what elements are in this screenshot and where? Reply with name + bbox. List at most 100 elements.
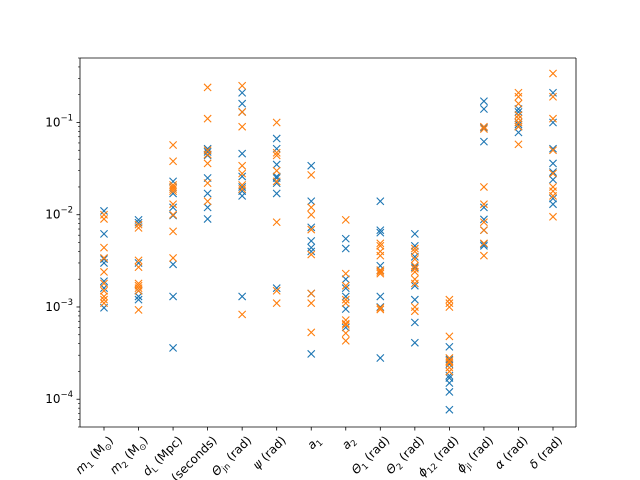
marker-series-1-cat-10-pt-3 — [445, 332, 454, 341]
x-tick-label-0: m1 (M⊙) — [72, 433, 118, 479]
marker-series-1-cat-9-pt-2 — [410, 255, 419, 264]
marker-series-0-cat-2-pt-2 — [169, 203, 178, 212]
marker-series-0-cat-0-pt-2 — [100, 255, 108, 264]
marker-series-1-cat-13-pt-1 — [549, 92, 557, 101]
marker-series-1-cat-4-pt-1 — [238, 107, 247, 116]
marker-series-1-cat-12-pt-0 — [514, 88, 523, 97]
marker-series-1-cat-13-pt-0 — [549, 69, 557, 78]
marker-series-0-cat-2-pt-3 — [169, 211, 178, 220]
marker-series-1-cat-7-pt-6 — [341, 319, 350, 328]
marker-series-0-cat-7-pt-5 — [341, 305, 350, 314]
marker-series-0-cat-5-pt-2 — [272, 160, 281, 169]
marker-series-0-cat-9-pt-7 — [410, 338, 419, 347]
marker-series-0-cat-2-pt-6 — [169, 343, 178, 352]
marker-series-1-cat-6-pt-4 — [307, 250, 316, 259]
marker-series-1-cat-6-pt-5 — [307, 289, 316, 298]
marker-series-0-cat-7-pt-6 — [341, 323, 350, 332]
marker-series-0-cat-11-pt-4 — [479, 203, 488, 212]
marker-series-0-cat-9-pt-1 — [410, 241, 419, 250]
marker-series-1-cat-11-pt-3 — [479, 200, 488, 209]
marker-series-1-cat-9-pt-4 — [410, 264, 419, 273]
marker-series-1-cat-9-pt-0 — [410, 244, 419, 253]
marker-series-0-cat-7-pt-3 — [341, 284, 350, 293]
marker-series-0-cat-9-pt-0 — [410, 229, 419, 238]
marker-series-0-cat-10-pt-2 — [445, 360, 454, 369]
marker-series-1-cat-10-pt-2 — [445, 302, 454, 311]
marker-series-1-cat-10-pt-8 — [445, 367, 454, 376]
marker-series-1-cat-5-pt-3 — [272, 166, 281, 175]
marker-series-0-cat-8-pt-1 — [376, 226, 385, 235]
marker-series-0-cat-11-pt-0 — [479, 97, 488, 106]
marker-series-1-cat-11-pt-1 — [479, 125, 488, 133]
marker-series-0-cat-3-pt-4 — [203, 189, 212, 198]
marker-series-0-cat-11-pt-3 — [479, 137, 488, 146]
marker-series-1-cat-1-pt-7 — [134, 286, 143, 295]
marker-series-0-cat-4-pt-8 — [238, 292, 247, 301]
marker-series-1-cat-1-pt-2 — [134, 256, 143, 265]
marker-series-0-cat-3-pt-6 — [203, 214, 212, 223]
marker-series-1-cat-4-pt-4 — [238, 169, 247, 178]
marker-series-1-cat-10-pt-1 — [445, 299, 454, 308]
marker-series-1-cat-3-pt-1 — [203, 114, 212, 123]
marker-series-1-cat-5-pt-2 — [272, 151, 281, 160]
marker-series-1-cat-8-pt-4 — [376, 266, 385, 275]
marker-series-1-cat-8-pt-0 — [376, 239, 385, 248]
marker-series-1-cat-2-pt-7 — [169, 210, 178, 219]
marker-series-1-cat-4-pt-6 — [238, 185, 247, 194]
marker-series-0-cat-13-pt-7 — [549, 200, 557, 209]
marker-series-0-cat-6-pt-0 — [307, 161, 316, 170]
marker-series-1-cat-7-pt-4 — [341, 299, 350, 308]
marker-series-0-cat-10-pt-5 — [445, 378, 454, 387]
marker-series-1-cat-12-pt-2 — [514, 99, 523, 108]
marker-series-1-cat-0-pt-1 — [100, 214, 108, 223]
marker-series-1-cat-8-pt-1 — [376, 241, 385, 250]
marker-series-1-cat-0-pt-5 — [100, 279, 108, 288]
marker-series-0-cat-1-pt-5 — [134, 295, 143, 304]
marker-series-0-cat-5-pt-6 — [272, 189, 281, 198]
marker-series-1-cat-2-pt-8 — [169, 227, 178, 236]
marker-series-1-cat-2-pt-5 — [169, 187, 178, 196]
marker-series-0-cat-7-pt-2 — [341, 275, 350, 284]
marker-series-0-cat-13-pt-5 — [549, 175, 557, 184]
marker-series-1-cat-2-pt-9 — [169, 253, 178, 262]
marker-series-0-cat-13-pt-3 — [549, 159, 557, 168]
marker-series-1-cat-9-pt-1 — [410, 247, 419, 256]
marker-series-0-cat-1-pt-4 — [134, 292, 143, 301]
marker-series-1-cat-9-pt-7 — [410, 279, 419, 288]
marker-series-0-cat-9-pt-4 — [410, 281, 419, 290]
marker-series-1-cat-7-pt-3 — [341, 295, 350, 304]
marker-series-0-cat-9-pt-6 — [410, 318, 419, 327]
y-tick-label-1: 10−3 — [45, 298, 73, 314]
marker-series-0-cat-0-pt-4 — [100, 277, 108, 286]
marker-series-1-cat-1-pt-8 — [134, 305, 143, 314]
marker-series-0-cat-10-pt-7 — [445, 405, 454, 414]
marker-series-1-cat-7-pt-0 — [341, 215, 350, 224]
marker-series-1-cat-12-pt-3 — [514, 111, 523, 120]
marker-series-1-cat-5-pt-1 — [272, 148, 281, 157]
marker-series-1-cat-6-pt-0 — [307, 170, 316, 179]
marker-series-1-cat-6-pt-3 — [307, 225, 316, 234]
marker-series-0-cat-10-pt-6 — [445, 387, 454, 396]
marker-series-1-cat-0-pt-3 — [100, 253, 108, 262]
marker-series-0-cat-13-pt-0 — [549, 88, 557, 97]
x-tick-label-1: m2 (M⊙) — [107, 433, 153, 479]
marker-series-1-cat-3-pt-5 — [203, 179, 212, 188]
marker-series-1-cat-1-pt-0 — [134, 220, 143, 229]
marker-series-1-cat-11-pt-5 — [479, 226, 488, 235]
marker-series-1-cat-12-pt-7 — [514, 140, 523, 149]
marker-series-1-cat-0-pt-6 — [100, 286, 108, 295]
marker-series-1-cat-6-pt-1 — [307, 203, 316, 212]
marker-series-1-cat-10-pt-5 — [445, 356, 454, 365]
marker-series-1-cat-12-pt-4 — [514, 114, 523, 123]
marker-series-0-cat-6-pt-5 — [307, 247, 316, 256]
marker-series-0-cat-8-pt-5 — [376, 292, 385, 301]
marker-series-1-cat-13-pt-7 — [549, 191, 557, 200]
marker-series-0-cat-11-pt-2 — [479, 123, 488, 132]
marker-series-1-cat-6-pt-2 — [307, 210, 316, 219]
marker-series-1-cat-5-pt-0 — [272, 118, 281, 127]
marker-series-1-cat-11-pt-4 — [479, 218, 488, 227]
marker-series-1-cat-8-pt-5 — [376, 267, 385, 276]
marker-series-1-cat-7-pt-9 — [341, 336, 350, 345]
marker-series-0-cat-3-pt-5 — [203, 203, 212, 212]
marker-series-1-cat-0-pt-9 — [100, 299, 108, 308]
